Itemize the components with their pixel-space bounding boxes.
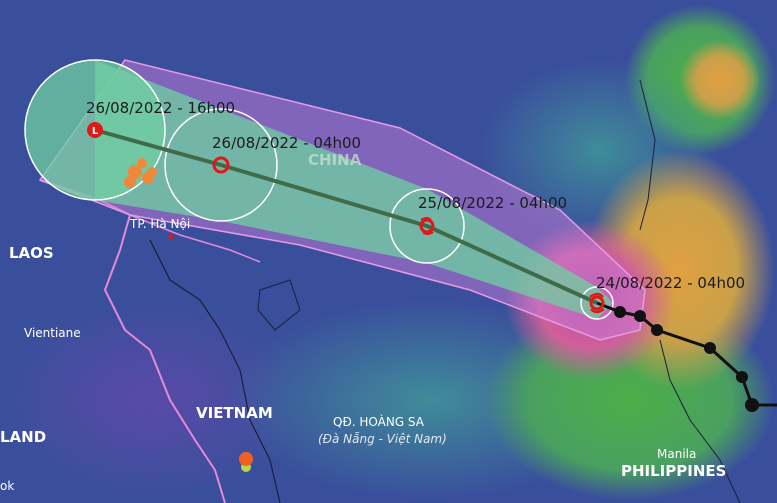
label-china: CHINA [308,151,362,169]
label-bangkok: ok [0,479,14,493]
uncertainty-circle [389,188,465,264]
forecast-label: 24/08/2022 - 04h00 [596,274,745,292]
label-laos: LAOS [9,244,54,262]
forecast-label: 26/08/2022 - 16h00 [86,99,235,117]
tropical-depression-icon[interactable] [212,156,230,174]
label-manila: Manila [657,447,696,461]
uncertainty-circle [580,286,614,320]
svg-text:L: L [92,126,99,137]
typhoon-icon[interactable] [589,292,605,314]
past-position-icon [745,398,759,412]
past-position-icon [651,324,663,336]
label-vietnam: VIETNAM [196,404,273,422]
hotspot-icon [239,452,253,472]
forecast-cone [95,60,613,319]
fire-hotspot-icon [124,158,157,188]
low-pressure-icon[interactable]: L [87,122,103,138]
past-position-icon [634,310,646,322]
past-position-icon [614,306,626,318]
forecast-label: 25/08/2022 - 04h00 [418,194,567,212]
label-paracel-sub: (Đà Nẵng - Việt Nam) [318,432,447,446]
uncertainty-circle [164,108,278,222]
label-paracel: QĐ. HOÀNG SA [333,414,425,429]
forecast-track-line [94,128,598,305]
label-philippines: PHILIPPINES [621,462,726,480]
tropical-storm-icon[interactable] [419,217,435,235]
label-thailand: LAND [0,428,46,446]
past-track [596,301,777,412]
label-hanoi: TP. Hà Nội [129,217,190,231]
past-position-icon [736,371,748,383]
capital-star-icon: ★ [166,230,176,243]
past-position-icon [704,342,716,354]
forecast-label: 26/08/2022 - 04h00 [212,134,361,152]
label-vientiane: Vientiane [24,326,81,340]
